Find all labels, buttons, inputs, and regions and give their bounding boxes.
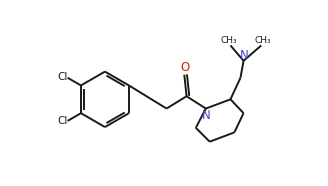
Text: N: N <box>202 109 211 122</box>
Text: CH₃: CH₃ <box>221 36 237 44</box>
Text: O: O <box>180 61 190 74</box>
Text: Cl: Cl <box>57 72 68 82</box>
Text: CH₃: CH₃ <box>255 36 271 44</box>
Text: Cl: Cl <box>57 116 68 126</box>
Text: N: N <box>240 49 249 62</box>
